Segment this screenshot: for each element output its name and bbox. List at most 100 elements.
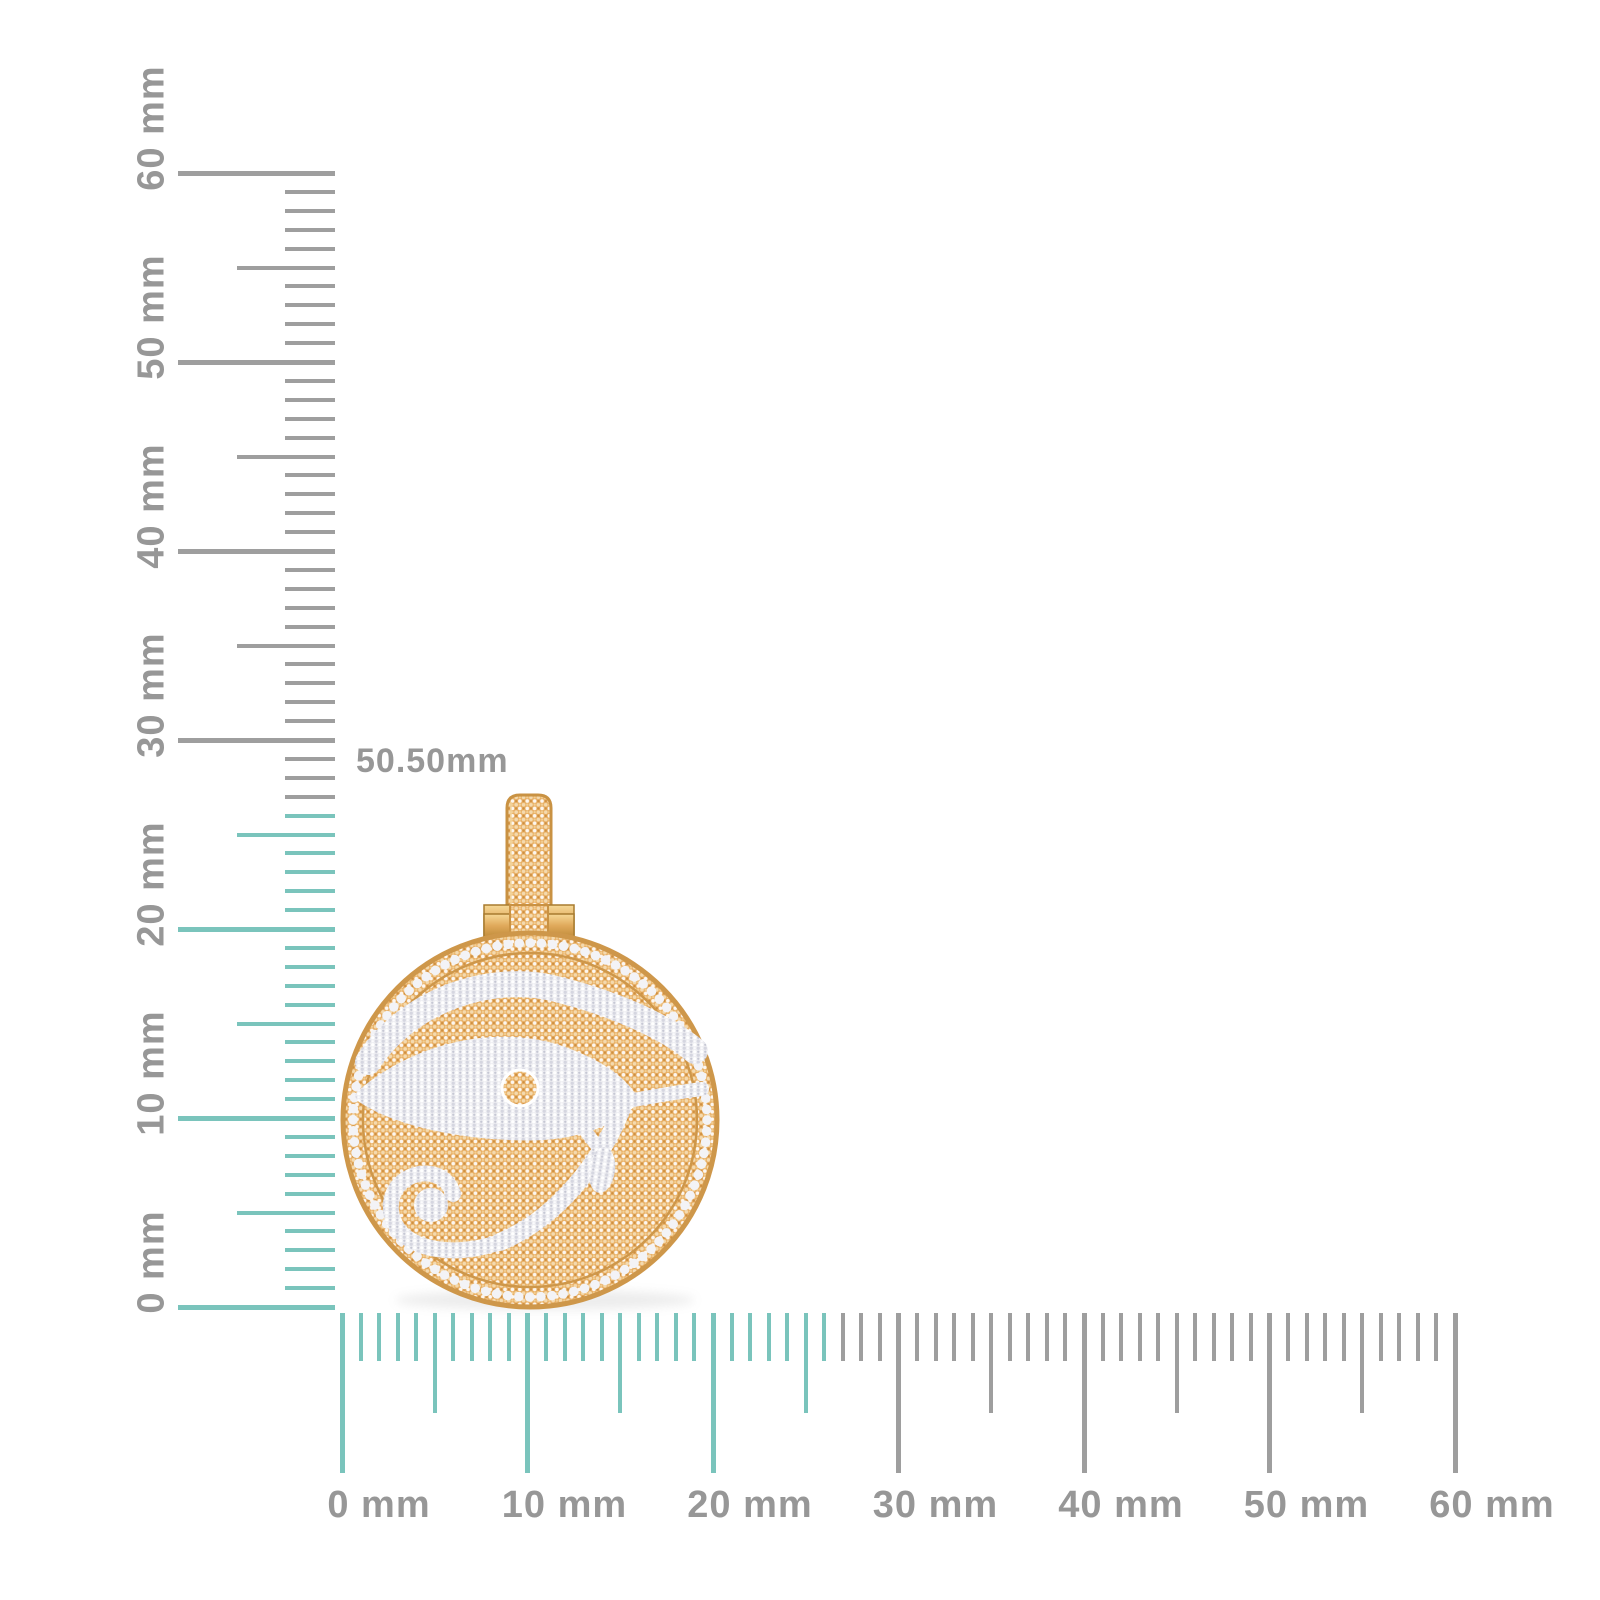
horizontal-ruler-tick-35mm xyxy=(989,1313,994,1413)
vertical-ruler-tick-35mm xyxy=(237,643,335,648)
vertical-ruler-tick-55mm xyxy=(237,265,335,270)
vertical-ruler-label-40mm: 40 mm xyxy=(130,443,173,569)
horizontal-ruler-tick-1mm xyxy=(358,1313,363,1361)
vertical-ruler-tick-7mm xyxy=(285,1172,335,1177)
horizontal-ruler-label-10mm: 10 mm xyxy=(501,1484,628,1526)
eye-spiral-center xyxy=(414,1188,448,1222)
horizontal-ruler-tick-22mm xyxy=(748,1313,753,1361)
vertical-ruler-tick-11mm xyxy=(285,1097,335,1102)
vertical-ruler-tick-30mm xyxy=(178,737,335,743)
vertical-ruler-tick-22mm xyxy=(285,889,335,894)
horizontal-ruler-tick-20mm xyxy=(710,1313,716,1473)
horizontal-ruler-tick-38mm xyxy=(1044,1313,1049,1361)
vertical-ruler-tick-1mm xyxy=(285,1286,335,1291)
horizontal-ruler-tick-48mm xyxy=(1230,1313,1235,1361)
horizontal-ruler-tick-12mm xyxy=(562,1313,567,1361)
horizontal-ruler-tick-56mm xyxy=(1378,1313,1383,1361)
vertical-ruler-tick-49mm xyxy=(285,378,335,383)
vertical-ruler-label-50mm: 50 mm xyxy=(130,254,173,380)
vertical-ruler-tick-8mm xyxy=(285,1153,335,1158)
horizontal-ruler-tick-52mm xyxy=(1304,1313,1309,1361)
horizontal-ruler-tick-3mm xyxy=(395,1313,400,1361)
vertical-ruler-tick-25mm xyxy=(237,832,335,837)
horizontal-ruler-tick-49mm xyxy=(1248,1313,1253,1361)
vertical-ruler-label-0mm: 0 mm xyxy=(130,1210,173,1314)
vertical-ruler-tick-10mm xyxy=(178,1115,335,1121)
horizontal-ruler-tick-37mm xyxy=(1026,1313,1031,1361)
horizontal-ruler-tick-9mm xyxy=(506,1313,511,1361)
horizontal-ruler-tick-36mm xyxy=(1007,1313,1012,1361)
horizontal-ruler-label-0mm: 0 mm xyxy=(327,1484,431,1526)
horizontal-ruler-tick-54mm xyxy=(1341,1313,1346,1361)
horizontal-ruler-tick-58mm xyxy=(1415,1313,1420,1361)
horizontal-ruler-tick-45mm xyxy=(1174,1313,1179,1413)
vertical-ruler-tick-26mm xyxy=(285,813,335,818)
vertical-ruler-tick-28mm xyxy=(285,775,335,780)
horizontal-ruler-tick-13mm xyxy=(581,1313,586,1361)
horizontal-ruler-tick-28mm xyxy=(859,1313,864,1361)
vertical-ruler-tick-43mm xyxy=(285,492,335,497)
vertical-ruler-tick-19mm xyxy=(285,945,335,950)
horizontal-ruler-tick-40mm xyxy=(1081,1313,1087,1473)
vertical-ruler-tick-46mm xyxy=(285,435,335,440)
vertical-ruler-tick-38mm xyxy=(285,586,335,591)
disc-inner-gold-line xyxy=(361,951,699,1289)
horizontal-ruler-label-20mm: 20 mm xyxy=(687,1484,813,1526)
vertical-ruler-tick-16mm xyxy=(285,1002,335,1007)
vertical-ruler-tick-48mm xyxy=(285,397,335,402)
vertical-ruler-tick-6mm xyxy=(285,1191,335,1196)
vertical-ruler-tick-56mm xyxy=(285,246,335,251)
vertical-ruler-tick-58mm xyxy=(285,208,335,213)
horizontal-ruler-tick-41mm xyxy=(1100,1313,1105,1361)
horizontal-ruler-label-40mm: 40 mm xyxy=(1058,1484,1184,1526)
horizontal-ruler-tick-19mm xyxy=(692,1313,697,1361)
horizontal-ruler-label-50mm: 50 mm xyxy=(1243,1484,1370,1526)
horizontal-ruler-tick-29mm xyxy=(877,1313,882,1361)
vertical-ruler-tick-52mm xyxy=(285,322,335,327)
horizontal-ruler-tick-31mm xyxy=(915,1313,920,1361)
eye-spiral-curl xyxy=(382,1165,508,1259)
pendant-bail xyxy=(505,793,553,942)
vertical-ruler-tick-51mm xyxy=(285,341,335,346)
horizontal-ruler-tick-51mm xyxy=(1286,1313,1291,1361)
vertical-ruler-tick-24mm xyxy=(285,851,335,856)
vertical-ruler-tick-14mm xyxy=(285,1040,335,1045)
vertical-ruler-label-10mm: 10 mm xyxy=(130,1010,173,1136)
disc-diamond-rim-ring xyxy=(348,938,712,1302)
vertical-ruler-tick-31mm xyxy=(285,719,335,724)
horizontal-ruler-tick-18mm xyxy=(673,1313,678,1361)
vertical-ruler-tick-21mm xyxy=(285,908,335,913)
horizontal-ruler-tick-47mm xyxy=(1211,1313,1216,1361)
horizontal-ruler-tick-23mm xyxy=(766,1313,771,1361)
vertical-ruler-tick-36mm xyxy=(285,624,335,629)
eye-almond xyxy=(355,1036,639,1141)
vertical-ruler-tick-37mm xyxy=(285,605,335,610)
vertical-ruler-tick-9mm xyxy=(285,1134,335,1139)
horizontal-ruler-tick-14mm xyxy=(599,1313,604,1361)
vertical-ruler-label-60mm: 60 mm xyxy=(130,65,173,191)
horizontal-ruler-tick-17mm xyxy=(655,1313,660,1361)
horizontal-ruler-tick-26mm xyxy=(822,1313,827,1361)
vertical-ruler-tick-2mm xyxy=(285,1267,335,1272)
eye-teardrop xyxy=(588,1147,616,1193)
horizontal-ruler-tick-60mm xyxy=(1452,1313,1458,1473)
vertical-ruler-tick-44mm xyxy=(285,473,335,478)
horizontal-ruler-tick-34mm xyxy=(970,1313,975,1361)
vertical-ruler-tick-59mm xyxy=(285,189,335,194)
horizontal-ruler-tick-25mm xyxy=(803,1313,808,1413)
eye-pupil xyxy=(500,1068,540,1108)
vertical-ruler-tick-50mm xyxy=(178,359,335,365)
horizontal-ruler-tick-6mm xyxy=(451,1313,456,1361)
vertical-ruler-tick-33mm xyxy=(285,681,335,686)
vertical-ruler-tick-54mm xyxy=(285,284,335,289)
horizontal-ruler-tick-2mm xyxy=(377,1313,382,1361)
horizontal-ruler-tick-27mm xyxy=(840,1313,845,1361)
horizontal-ruler-tick-44mm xyxy=(1156,1313,1161,1361)
eye-brow xyxy=(355,971,708,1075)
vertical-ruler-tick-23mm xyxy=(285,870,335,875)
horizontal-ruler-tick-8mm xyxy=(488,1313,493,1361)
horizontal-ruler-tick-7mm xyxy=(469,1313,474,1361)
horizontal-ruler-tick-11mm xyxy=(544,1313,549,1361)
